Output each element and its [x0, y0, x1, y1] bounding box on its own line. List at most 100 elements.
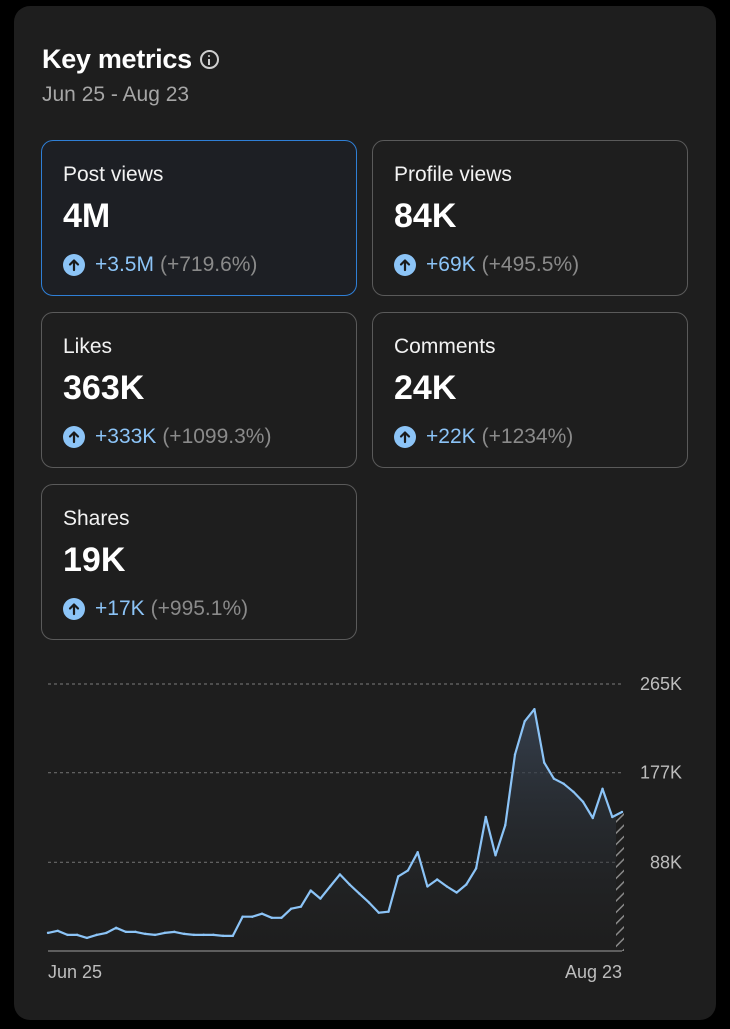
- data-point: [85, 936, 89, 940]
- data-point: [319, 897, 322, 900]
- metric-delta: +22K: [426, 425, 476, 448]
- header: Key metrics: [42, 44, 219, 75]
- data-point: [513, 753, 517, 756]
- data-point: [260, 912, 264, 915]
- metric-delta: +69K: [426, 253, 476, 276]
- data-point: [163, 931, 166, 935]
- data-point: [144, 932, 147, 936]
- incomplete-data-hatch: [616, 811, 624, 951]
- metric-value: 4M: [63, 197, 111, 235]
- arrow-up-icon: [394, 426, 416, 448]
- data-point: [212, 933, 215, 937]
- metric-value: 19K: [63, 541, 126, 579]
- data-point: [124, 930, 128, 934]
- data-point: [591, 816, 595, 820]
- metric-change: +22K (+1234%): [394, 425, 573, 449]
- data-point: [474, 867, 478, 870]
- data-point: [504, 823, 507, 827]
- data-point: [465, 883, 468, 886]
- data-point: [523, 720, 526, 723]
- data-point: [221, 934, 225, 938]
- data-point: [581, 800, 585, 804]
- metric-card-comments[interactable]: Comments 24K +22K (+1234%): [372, 312, 688, 468]
- data-point: [416, 851, 419, 854]
- data-point: [542, 761, 546, 764]
- page-title: Key metrics: [42, 44, 192, 74]
- data-point: [455, 891, 458, 894]
- data-point: [484, 815, 487, 819]
- data-point: [280, 916, 283, 919]
- data-point: [270, 916, 273, 919]
- metric-delta: +333K: [95, 425, 157, 448]
- data-point: [328, 885, 332, 888]
- data-point: [494, 854, 497, 857]
- metric-label: Post views: [63, 163, 164, 186]
- data-point: [387, 910, 390, 913]
- data-point: [134, 930, 137, 934]
- data-point: [66, 933, 69, 937]
- metric-label: Shares: [63, 507, 130, 530]
- data-point: [241, 915, 244, 918]
- data-point: [406, 869, 410, 872]
- chart-series-line: [47, 708, 623, 939]
- x-tick-label: Aug 23: [565, 962, 622, 982]
- data-point: [426, 885, 429, 888]
- data-point: [348, 883, 351, 886]
- data-point: [95, 933, 98, 937]
- data-point: [377, 911, 380, 914]
- data-point: [562, 782, 565, 785]
- metric-card-post-views[interactable]: Post views 4M +3.5M (+719.6%): [41, 140, 357, 296]
- data-point: [338, 873, 342, 876]
- data-point: [435, 878, 439, 881]
- y-tick-label: 177K: [640, 763, 682, 783]
- chart-area-fill: [48, 709, 622, 951]
- data-point: [620, 810, 624, 814]
- data-point: [533, 707, 536, 711]
- y-tick-label: 265K: [640, 674, 682, 694]
- metric-change: +3.5M (+719.6%): [63, 253, 257, 277]
- data-point: [572, 790, 575, 794]
- data-point: [290, 907, 293, 910]
- data-point: [153, 933, 157, 937]
- data-point: [601, 787, 604, 790]
- metric-label: Comments: [394, 335, 496, 358]
- data-point: [46, 931, 50, 935]
- metric-change: +333K (+1099.3%): [63, 425, 271, 449]
- arrow-up-icon: [63, 598, 85, 620]
- data-point: [611, 815, 614, 819]
- data-point: [56, 929, 59, 933]
- arrow-up-icon: [394, 254, 416, 276]
- metric-percent: (+1099.3%): [162, 425, 272, 448]
- data-point: [202, 933, 205, 937]
- data-point: [105, 931, 108, 935]
- metric-percent: (+719.6%): [159, 253, 258, 276]
- data-point: [114, 926, 118, 930]
- metric-value: 24K: [394, 369, 457, 407]
- metric-card-shares[interactable]: Shares 19K +17K (+995.1%): [41, 484, 357, 640]
- data-point: [445, 885, 449, 888]
- metric-label: Profile views: [394, 163, 512, 186]
- metric-delta: +17K: [95, 597, 145, 620]
- data-point: [231, 934, 235, 938]
- arrow-up-icon: [63, 254, 85, 276]
- metric-value: 84K: [394, 197, 457, 235]
- metric-percent: (+495.5%): [481, 253, 580, 276]
- metric-percent: (+1234%): [481, 425, 574, 448]
- data-point: [192, 933, 196, 937]
- data-point: [552, 777, 556, 780]
- x-tick-label: Jun 25: [48, 962, 102, 982]
- data-point: [183, 932, 186, 936]
- info-icon[interactable]: [199, 50, 219, 69]
- metric-delta: +3.5M: [95, 253, 154, 276]
- data-point: [75, 933, 79, 937]
- metric-card-profile-views[interactable]: Profile views 84K +69K (+495.5%): [372, 140, 688, 296]
- metric-card-likes[interactable]: Likes 363K +333K (+1099.3%): [41, 312, 357, 468]
- date-range: Jun 25 - Aug 23: [42, 83, 190, 106]
- y-tick-label: 88K: [650, 852, 682, 872]
- metric-change: +69K (+495.5%): [394, 253, 579, 277]
- data-point: [251, 915, 254, 918]
- data-point: [299, 905, 303, 908]
- data-point: [173, 930, 176, 934]
